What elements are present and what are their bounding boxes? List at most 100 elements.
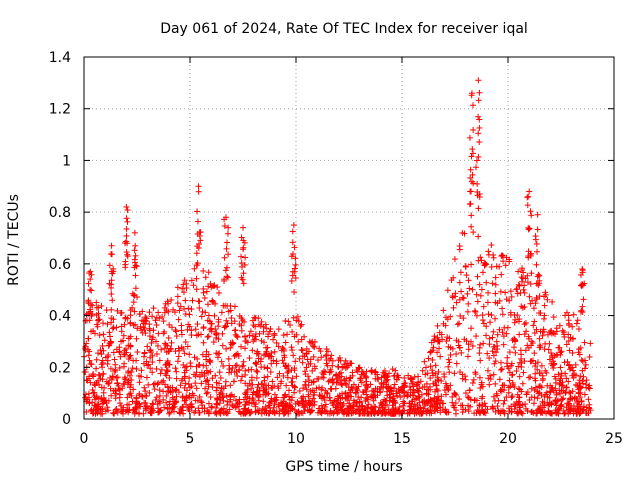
data-point xyxy=(486,335,493,342)
data-point xyxy=(247,328,254,335)
data-point xyxy=(202,385,209,392)
data-point xyxy=(139,308,146,315)
data-point xyxy=(408,375,415,382)
data-point xyxy=(469,343,476,350)
data-point xyxy=(147,409,154,416)
data-point xyxy=(166,409,173,416)
data-point xyxy=(525,226,532,233)
data-point xyxy=(370,397,377,404)
data-point xyxy=(482,260,489,267)
data-point xyxy=(337,369,344,376)
data-point xyxy=(86,317,93,324)
data-point xyxy=(466,134,473,141)
data-point xyxy=(325,378,332,385)
data-point xyxy=(449,399,456,406)
data-point xyxy=(475,97,482,104)
data-point xyxy=(576,377,583,384)
data-point xyxy=(335,363,342,370)
data-point xyxy=(324,390,331,397)
data-point xyxy=(488,242,495,249)
data-point xyxy=(185,406,192,413)
data-point xyxy=(335,357,342,364)
data-point xyxy=(194,260,201,267)
data-point xyxy=(132,272,139,279)
data-point xyxy=(397,394,404,401)
y-tick-labels: 0 0.2 0.4 0.6 0.8 1 1.2 1.4 xyxy=(49,50,71,428)
data-point xyxy=(444,287,451,294)
data-point xyxy=(477,292,484,299)
data-point xyxy=(160,396,167,403)
data-point xyxy=(371,403,378,410)
data-point xyxy=(207,359,214,366)
data-point xyxy=(548,350,555,357)
data-point xyxy=(441,373,448,380)
data-point xyxy=(483,332,490,339)
data-point xyxy=(506,256,513,263)
data-point xyxy=(110,349,117,356)
data-point xyxy=(108,392,115,399)
data-point xyxy=(474,273,481,280)
data-point xyxy=(528,212,535,219)
data-point xyxy=(240,270,247,277)
data-point xyxy=(487,372,494,379)
data-point xyxy=(368,410,375,417)
data-point xyxy=(546,388,553,395)
data-point xyxy=(189,390,196,397)
data-point xyxy=(536,335,543,342)
data-point xyxy=(487,376,494,383)
data-point xyxy=(211,312,218,319)
data-point xyxy=(86,357,93,364)
data-point xyxy=(339,394,346,401)
data-point xyxy=(475,113,482,120)
data-point xyxy=(131,229,138,236)
data-point xyxy=(271,348,278,355)
data-point xyxy=(347,374,354,381)
data-point xyxy=(569,323,576,330)
data-point xyxy=(121,351,128,358)
data-point xyxy=(337,377,344,384)
data-point xyxy=(456,296,463,303)
data-point xyxy=(195,183,202,190)
data-point xyxy=(153,394,160,401)
data-point xyxy=(536,293,543,300)
data-point xyxy=(238,253,245,260)
data-point xyxy=(214,401,221,408)
data-point xyxy=(304,407,311,414)
data-point xyxy=(285,368,292,375)
data-point xyxy=(464,394,471,401)
data-point xyxy=(203,356,210,363)
data-point xyxy=(392,367,399,374)
data-point xyxy=(432,378,439,385)
data-point xyxy=(258,364,265,371)
data-point xyxy=(464,308,471,315)
data-point xyxy=(442,391,449,398)
data-point xyxy=(242,401,249,408)
data-point xyxy=(143,374,150,381)
data-point xyxy=(514,312,521,319)
data-point xyxy=(133,294,140,301)
data-point xyxy=(218,358,225,365)
data-point xyxy=(512,316,519,323)
data-point xyxy=(240,280,247,287)
data-point xyxy=(100,320,107,327)
data-point xyxy=(374,371,381,378)
data-point xyxy=(155,405,162,412)
data-point xyxy=(197,229,204,236)
data-point xyxy=(377,388,384,395)
data-point xyxy=(532,236,539,243)
data-point xyxy=(335,395,342,402)
data-point xyxy=(280,410,287,417)
data-point xyxy=(118,328,125,335)
data-point xyxy=(144,362,151,369)
data-point xyxy=(95,350,102,357)
data-point xyxy=(188,327,195,334)
data-point xyxy=(469,146,476,153)
data-point xyxy=(108,281,115,288)
data-point xyxy=(355,364,362,371)
data-point xyxy=(205,333,212,340)
data-point xyxy=(83,377,90,384)
data-point xyxy=(185,381,192,388)
data-point xyxy=(139,317,146,324)
data-point xyxy=(494,331,501,338)
data-point xyxy=(574,317,581,324)
